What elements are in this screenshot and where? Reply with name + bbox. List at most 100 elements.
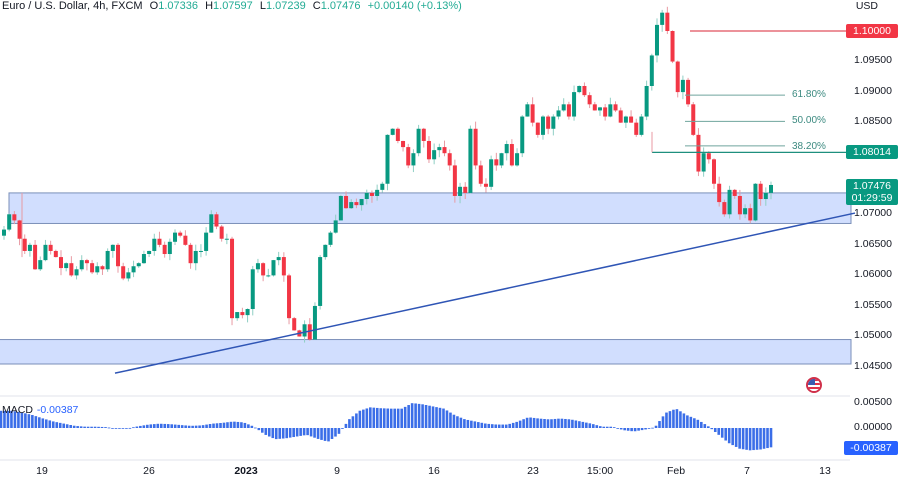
- macd-histogram-bar: [177, 424, 180, 428]
- macd-histogram-bar: [128, 427, 132, 429]
- candle-bearish: [121, 266, 126, 279]
- macd-histogram-bar: [445, 410, 449, 428]
- time-tick: 23: [527, 465, 539, 477]
- currency-label[interactable]: USD: [855, 0, 878, 12]
- macd-histogram-bar: [637, 428, 640, 431]
- candle-bullish: [572, 92, 577, 117]
- candle-bullish: [525, 104, 530, 117]
- macd-histogram-bar: [393, 408, 397, 428]
- macd-histogram-bar: [194, 425, 198, 428]
- fib-level-382: 38.20%: [792, 141, 826, 152]
- macd-histogram-bar: [247, 424, 250, 428]
- macd-histogram-bar: [605, 426, 609, 428]
- candle-bearish: [17, 220, 22, 239]
- macd-histogram-bar: [38, 417, 41, 428]
- us-flag-events-icon[interactable]: [806, 377, 822, 393]
- price-tick: 1.04500: [854, 360, 892, 372]
- price-tick: 1.05500: [854, 299, 892, 311]
- candle-bullish: [126, 272, 131, 279]
- macd-histogram-bar: [734, 428, 738, 447]
- macd-histogram-bar: [532, 417, 536, 428]
- candle-bearish: [732, 189, 737, 196]
- macd-histogram-bar: [173, 424, 177, 428]
- macd-histogram-bar: [696, 419, 700, 428]
- candle-bearish: [452, 165, 457, 196]
- macd-histogram-bar: [264, 428, 268, 435]
- macd-histogram-bar: [146, 424, 149, 428]
- macd-histogram-bar: [508, 423, 511, 428]
- macd-label[interactable]: MACD: [2, 404, 33, 416]
- macd-histogram-bar: [362, 409, 365, 428]
- macd-histogram-bar: [609, 426, 613, 428]
- macd-histogram-bar: [184, 425, 187, 428]
- candle-bullish: [266, 275, 271, 277]
- candle-bearish: [566, 104, 571, 117]
- candle-bearish: [48, 244, 53, 251]
- macd-histogram-bar: [72, 425, 76, 428]
- macd-histogram-bar: [159, 423, 163, 428]
- macd-histogram-bar: [483, 423, 487, 428]
- macd-value-tag: -0.00387: [844, 441, 898, 455]
- candle-bearish: [22, 238, 27, 251]
- macd-histogram-bar: [313, 428, 316, 438]
- candle-bearish: [157, 238, 162, 245]
- macd-histogram-bar: [679, 411, 682, 428]
- macd-histogram-bar: [44, 419, 48, 428]
- candle-bullish: [141, 254, 146, 264]
- macd-histogram-bar: [553, 418, 557, 428]
- macd-histogram-bar: [229, 421, 233, 428]
- macd-histogram-bar: [187, 425, 191, 428]
- macd-histogram-bar: [222, 422, 226, 428]
- macd-histogram-bar: [285, 428, 289, 439]
- candle-bearish: [618, 110, 623, 123]
- candle-bearish: [369, 192, 374, 196]
- candle-bullish: [43, 244, 48, 261]
- macd-histogram-bar: [292, 428, 295, 438]
- candle-bearish: [426, 140, 431, 160]
- candle-bearish: [592, 104, 597, 111]
- trendline: [114, 212, 856, 374]
- macd-histogram-bar: [132, 427, 135, 429]
- macd-histogram-bar: [334, 428, 337, 437]
- macd-histogram-bar: [710, 428, 714, 430]
- macd-histogram-bar: [114, 428, 118, 429]
- candle-bearish: [59, 257, 64, 269]
- macd-histogram-bar: [745, 428, 748, 450]
- macd-histogram-bar: [215, 423, 219, 428]
- candle-bearish: [240, 312, 245, 316]
- candle-bullish: [649, 55, 654, 86]
- candle-bearish: [214, 214, 219, 227]
- macd-histogram-bar: [567, 419, 571, 428]
- macd-histogram-bar: [651, 427, 654, 429]
- macd-histogram-bar: [536, 418, 539, 428]
- candle-bearish: [494, 159, 499, 166]
- macd-histogram-bar: [525, 417, 529, 428]
- price-tag-fib-level: 1.08014: [846, 145, 898, 159]
- macd-histogram-bar: [456, 416, 459, 428]
- symbol-title[interactable]: Euro / U.S. Dollar, 4h, FXCM: [2, 0, 143, 12]
- candle-bearish: [69, 263, 74, 276]
- supply-demand-zone-upper: [8, 192, 852, 224]
- candle-bearish: [188, 244, 193, 264]
- price-tick: 1.05000: [854, 329, 892, 341]
- candle-bearish: [261, 263, 266, 276]
- candle-bearish: [473, 128, 478, 166]
- macd-histogram-bar: [330, 428, 334, 439]
- close-value: 1.07476: [320, 0, 361, 12]
- macd-histogram-bar: [100, 426, 104, 428]
- candle-bearish: [281, 257, 286, 276]
- candle-bullish: [333, 220, 338, 233]
- macd-histogram-bar: [6, 410, 10, 428]
- macd-histogram-bar: [571, 419, 574, 428]
- macd-histogram-bar: [546, 419, 550, 428]
- macd-histogram-bar: [118, 428, 121, 429]
- macd-histogram-bar: [348, 419, 351, 428]
- candle-bullish: [7, 214, 12, 230]
- candle-bearish: [691, 104, 696, 135]
- candle-bearish: [354, 202, 359, 206]
- candle-bullish: [136, 263, 141, 267]
- macd-histogram-bar: [58, 422, 62, 428]
- macd-histogram-bar: [375, 407, 379, 428]
